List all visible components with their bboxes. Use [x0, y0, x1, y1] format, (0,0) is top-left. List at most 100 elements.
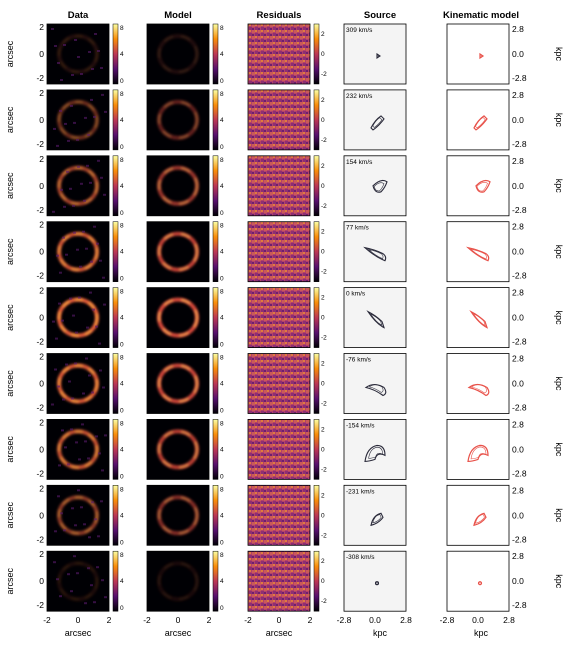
y-axis-label: arcsec	[5, 436, 15, 463]
data-ring-highlight	[58, 298, 98, 337]
row-3: 77 km/s 2 0 -2 arcsec 8 4 0 8 4 0 2 0 -2 2.8 0.0 -2.8 kpc	[5, 220, 564, 283]
noise-pixel	[97, 50, 100, 52]
y-tick-label: 2	[39, 483, 44, 493]
model-panel	[146, 155, 210, 217]
kinematic-contour-inner	[475, 513, 485, 524]
x-tick-label: -2	[244, 615, 252, 625]
y-axis-label: arcsec	[5, 567, 15, 594]
colorbar-tick: 0	[220, 144, 224, 151]
noise-pixel	[100, 500, 103, 503]
kpc-tick-label: 0.0	[512, 444, 524, 454]
noise-pixel	[73, 231, 76, 234]
kpc-tick-label: 0.0	[512, 181, 524, 191]
velocity-label: -76 km/s	[346, 357, 372, 364]
noise-pixel	[77, 165, 80, 168]
residual-panel	[247, 484, 311, 546]
noise-pixel	[65, 363, 68, 366]
data-ring-highlight	[58, 35, 98, 73]
colorbar-tick: 2	[321, 295, 325, 302]
kpc-tick-label: 2.8	[512, 156, 524, 166]
kinematic-contour-inner	[475, 117, 486, 129]
noise-pixel	[77, 56, 80, 58]
noise-pixel	[104, 110, 107, 113]
noise-pixel	[93, 115, 96, 118]
source-contour-inner	[367, 249, 384, 259]
model-ring-highlight	[158, 101, 198, 139]
noise-pixel	[57, 385, 60, 388]
colorbar-tick: 4	[220, 249, 224, 256]
kpc-tick-label: -2.8	[512, 534, 527, 544]
y-tick-label: 2	[39, 286, 44, 296]
y-tick-label: 0	[39, 510, 44, 520]
source-panel	[343, 89, 407, 151]
colorbar-tick: 0	[120, 473, 124, 480]
noise-pixel	[89, 181, 92, 184]
colorbar-tick: 4	[220, 381, 224, 388]
x-tick-label: -2	[43, 615, 51, 625]
noise-pixel	[63, 205, 66, 208]
noise-pixel	[83, 199, 86, 202]
colorbar-tick: -2	[321, 401, 327, 408]
data-colorbar	[112, 221, 119, 282]
noise-pixel	[64, 122, 67, 125]
noise-pixel	[85, 357, 88, 360]
kinematic-panel	[446, 484, 510, 546]
residual-panel	[247, 155, 311, 217]
noise-pixel	[58, 464, 61, 467]
model-panel	[146, 221, 210, 283]
y-tick-label: 0	[39, 444, 44, 454]
noise-pixel	[88, 536, 91, 539]
colorbar-tick: 8	[220, 25, 224, 32]
x-tick-label: 0	[277, 615, 282, 625]
row-1: 232 km/s 2 0 -2 arcsec 8 4 0 8 4 0 2 0 -2 2.8 0.0 -2.8 kp…	[5, 88, 564, 151]
y-tick-label: 0	[39, 247, 44, 257]
noise-pixel	[58, 302, 61, 305]
y-axis-label: arcsec	[5, 238, 15, 265]
noise-pixel	[74, 39, 77, 41]
y-tick-label: -2	[36, 139, 44, 149]
kpc-tick-label: -2.8	[512, 205, 527, 215]
residual-colorbar	[313, 221, 320, 282]
noise-pixel	[98, 452, 101, 455]
noise-pixel	[55, 337, 58, 340]
y-axis-label: arcsec	[5, 370, 15, 397]
noise-pixel	[63, 529, 66, 532]
source-contour	[370, 512, 384, 527]
source-panel	[343, 221, 407, 283]
noise-pixel	[80, 506, 83, 509]
noise-pixel	[56, 144, 59, 147]
velocity-label: 154 km/s	[346, 159, 373, 166]
kinematic-contour-inner	[469, 248, 487, 260]
colorbar-tick: 8	[120, 355, 124, 362]
colorbar-tick: 2	[321, 361, 325, 368]
colorbar-tick: 4	[220, 578, 224, 585]
colorbar-tick: 8	[220, 157, 224, 164]
header-kinematic: Kinematic model	[443, 10, 519, 21]
noise-pixel	[73, 555, 76, 558]
noise-pixel	[61, 319, 64, 322]
noise-pixel	[75, 331, 78, 334]
row-4: 0 km/s 2 0 -2 arcsec 8 4 0 8 4 0 2 0 -2 2.8 0.0 -2.8 kpc	[5, 286, 564, 349]
colorbar-tick: 4	[120, 381, 124, 388]
noise-pixel	[67, 463, 70, 466]
header-source: Source	[364, 10, 396, 21]
colorbar-tick: 8	[220, 552, 224, 559]
colorbar-tick: 0	[120, 605, 124, 612]
noise-pixel	[87, 457, 90, 460]
x-axis-label-model: arcsec	[165, 628, 192, 638]
source-contour-inner	[372, 117, 383, 128]
colorbar-tick: -2	[321, 203, 327, 210]
kinematic-panel	[446, 221, 510, 283]
colorbar-tick: 4	[120, 117, 124, 124]
noise-pixel	[70, 104, 73, 107]
y-tick-label: 2	[39, 352, 44, 362]
y-tick-label: 0	[39, 49, 44, 59]
model-panel	[146, 418, 210, 480]
x-tick-label: 2	[107, 615, 112, 625]
kinematic-contour-inner	[478, 581, 482, 585]
colorbar-tick: 8	[120, 25, 124, 32]
y-tick-label: 0	[39, 115, 44, 125]
noise-pixel	[54, 530, 57, 533]
source-contour-inner	[373, 182, 385, 192]
kpc-axis-label: kpc	[554, 245, 564, 260]
